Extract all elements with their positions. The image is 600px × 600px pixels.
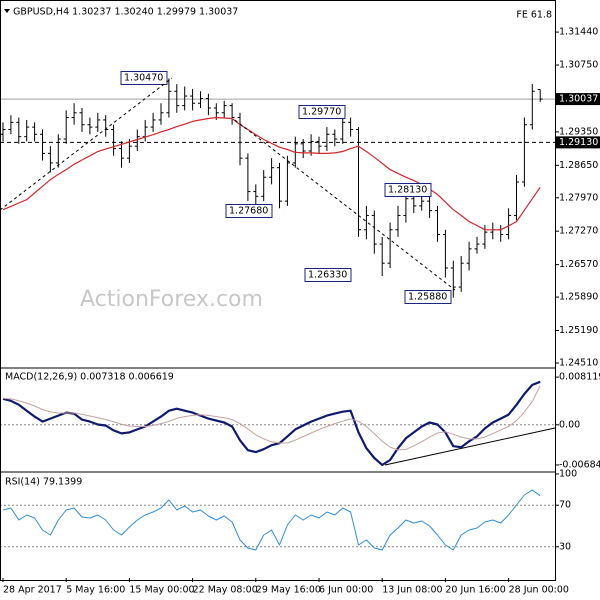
macd-trend-line <box>384 427 556 466</box>
x-tick-label: 20 Jun 16:00 <box>445 585 505 596</box>
y-tick-label: 1.25190 <box>559 325 598 336</box>
y-tick-label: 1.28650 <box>559 160 598 171</box>
annotation: 1.29770 <box>302 107 341 118</box>
x-tick-label: 28 Apr 2017 <box>3 585 62 596</box>
x-tick-label: 22 May 08:00 <box>193 585 258 596</box>
signal-line <box>2 385 541 451</box>
price-label: 1.30037 <box>559 94 598 105</box>
price-label-box <box>556 93 600 106</box>
annotation: 1.28130 <box>388 185 427 196</box>
x-tick-label: 28 Jun 00:00 <box>509 585 569 596</box>
y-tick-label: 0.008119 <box>559 372 600 383</box>
panel-title: MACD(12,26,9) 0.007318 0.006619 <box>5 372 174 383</box>
y-tick-label: 1.30750 <box>559 60 598 71</box>
symbol-icon <box>4 9 10 13</box>
y-tick-label: 1.27970 <box>559 192 598 203</box>
annotation-box <box>120 71 168 85</box>
y-tick-label: 1.24510 <box>559 357 598 368</box>
x-tick-label: 6 Jun 00:00 <box>319 585 373 596</box>
panel-title: GBPUSD,H4 1.30237 1.30240 1.29979 1.3003… <box>13 7 238 18</box>
x-tick-label: 5 May 16:00 <box>66 585 125 596</box>
y-tick-label: 1.26570 <box>559 259 598 270</box>
annotation-box <box>404 290 452 304</box>
panel-title: RSI(14) 79.1399 <box>5 477 82 488</box>
y-tick-label: 70 <box>559 500 571 511</box>
macd-line <box>2 380 541 466</box>
y-tick-label: -0.006844 <box>559 459 600 470</box>
annotation: 1.26330 <box>308 270 347 281</box>
y-tick-label: 1.29350 <box>559 126 598 137</box>
trend-line <box>234 119 456 291</box>
y-tick-label: 0.00 <box>559 419 580 430</box>
annotation: 1.25880 <box>408 292 447 303</box>
y-tick-label: 30 <box>559 541 571 552</box>
annotation-box <box>304 268 352 282</box>
price-label: 1.29130 <box>559 137 598 148</box>
y-tick-label: 1.27270 <box>559 226 598 237</box>
annotation-box <box>298 105 346 119</box>
annotation: 1.27680 <box>229 206 268 217</box>
x-tick-label: 29 May 16:00 <box>256 585 321 596</box>
y-tick-label: 1.25890 <box>559 292 598 303</box>
x-tick-label: 15 May 00:00 <box>129 585 194 596</box>
annotation-box <box>225 204 273 218</box>
annotation-box <box>384 183 432 197</box>
price-label-box <box>556 136 600 149</box>
annotation: 1.30470 <box>124 73 163 84</box>
x-tick-label: 13 Jun 08:00 <box>382 585 442 596</box>
rsi-line <box>2 489 541 551</box>
moving-average <box>2 117 541 231</box>
trend-line <box>0 77 173 211</box>
frame <box>0 0 556 581</box>
fe-label: FE 61.8 <box>516 10 552 21</box>
y-tick-label: 1.31440 <box>559 27 598 38</box>
y-tick-label: 100 <box>559 469 577 480</box>
watermark: ActionForex.com <box>80 287 263 312</box>
layers: 1.31440 1.30750 1.29350 1.28650 1.27970 1.272… <box>0 7 600 596</box>
